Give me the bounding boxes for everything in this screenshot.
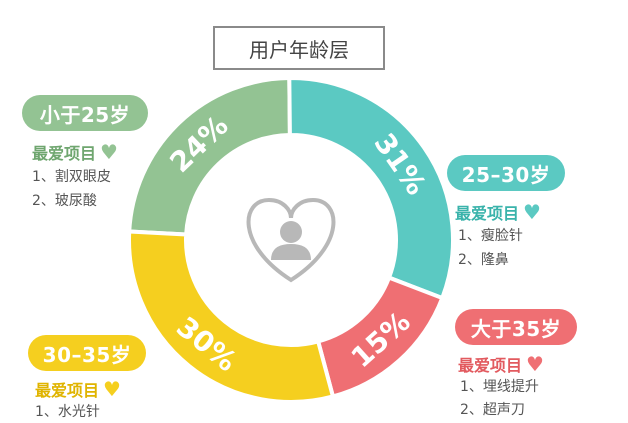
item-under25-2: 2、玻尿酸 bbox=[32, 193, 97, 209]
label-pill-30-35: 30–35岁 bbox=[28, 335, 146, 371]
fav-title-over35: 最爱项目 bbox=[458, 356, 523, 375]
item-over35-2: 2、超声刀 bbox=[460, 402, 525, 418]
item-25-30-1: 1、瘦脸针 bbox=[458, 228, 523, 244]
label-under25: 小于25岁 bbox=[39, 102, 131, 127]
heart-icon: ♥ bbox=[523, 200, 541, 224]
label-25-30: 25–30岁 bbox=[461, 162, 551, 187]
fav-30-35: 最爱项目 ♥ bbox=[35, 377, 121, 401]
fav-title-under25: 最爱项目 bbox=[32, 144, 97, 163]
item-over35-1: 1、埋线提升 bbox=[460, 379, 539, 395]
label-pill-over35: 大于35岁 bbox=[455, 309, 577, 345]
label-30-35: 30–35岁 bbox=[42, 342, 132, 367]
heart-icon: ♥ bbox=[526, 352, 544, 376]
label-pill-25-30: 25–30岁 bbox=[447, 155, 565, 191]
user-heart-icon bbox=[246, 197, 336, 283]
label-over35: 大于35岁 bbox=[470, 316, 562, 341]
fav-under25: 最爱项目 ♥ bbox=[32, 140, 118, 164]
fav-25-30: 最爱项目 ♥ bbox=[455, 200, 541, 224]
item-under25-1: 1、割双眼皮 bbox=[32, 169, 111, 185]
heart-icon: ♥ bbox=[103, 377, 121, 401]
slice-30-35 bbox=[127, 229, 336, 404]
label-pill-under25: 小于25岁 bbox=[22, 95, 148, 131]
fav-over35: 最爱项目 ♥ bbox=[458, 352, 544, 376]
fav-title-30-35: 最爱项目 bbox=[35, 381, 100, 400]
slice-under25 bbox=[127, 75, 292, 237]
item-25-30-2: 2、隆鼻 bbox=[458, 252, 509, 268]
item-30-35-1: 1、水光针 bbox=[35, 404, 100, 420]
chart-title-box: 用户年龄层 bbox=[213, 26, 385, 70]
heart-icon: ♥ bbox=[100, 140, 118, 164]
fav-title-25-30: 最爱项目 bbox=[455, 204, 520, 223]
slice-25-30 bbox=[287, 76, 455, 301]
chart-title: 用户年龄层 bbox=[249, 37, 349, 62]
